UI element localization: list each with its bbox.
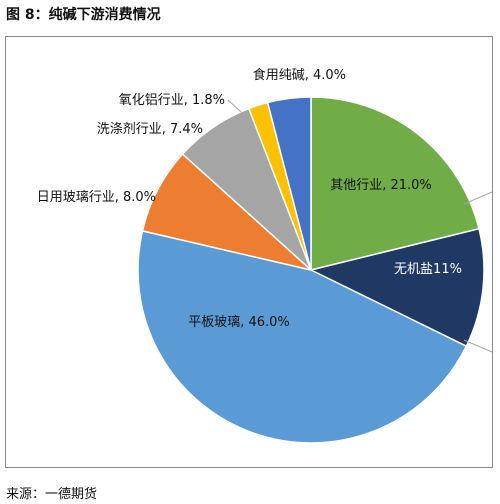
figure-title: 图 8：纯碱下游消费情况 [6,7,161,23]
pie-slice-3 [137,229,468,444]
slice-label-6: 氧化铝行业, 1.8% [119,93,225,108]
slice-label-1: 其他行业, 21.0% [330,178,432,193]
slice-label-2: 无机盐11% [394,262,462,277]
leader-line-2 [463,339,492,353]
pie-chart: 其他行业, 21.0% 无机盐11% 平板玻璃, 46.0% 日用玻璃行业, 8.0%… [37,67,492,444]
pie-slice-1 [310,96,480,271]
slice-label-7: 食用纯碱, 4.0% [253,67,346,83]
leader-line-1 [463,191,492,205]
slice-label-4: 日用玻璃行业, 8.0% [37,190,156,205]
slice-leader-6 [227,99,243,114]
pie-slice-7 [266,96,312,271]
chart-frame: 其他行业, 21.0% 无机盐11% 平板玻璃, 46.0% 日用玻璃行业, 8.0%… [5,36,493,468]
source-note: 来源：一德期货 [6,487,98,502]
pie-slice-2 [308,227,485,348]
slice-label-5: 洗涤剂行业, 7.4% [97,122,203,137]
slice-label-3: 平板玻璃, 46.0% [188,315,290,330]
